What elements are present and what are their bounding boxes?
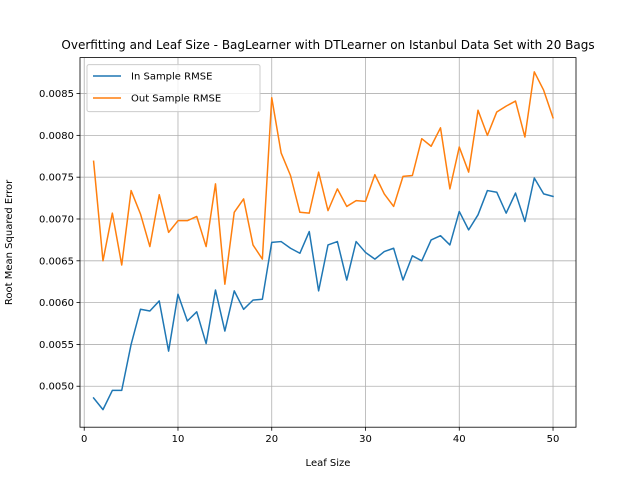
in-sample-rmse-line [92,177,554,411]
x-tick-label: 40 [453,434,466,445]
x-axis-ticks: 0 10 20 30 40 50 [81,427,559,445]
y-tick-label: 0.0085 [39,89,74,100]
x-tick-label: 30 [359,434,372,445]
x-tick-label: 50 [547,434,560,445]
y-axis-ticks: 0.0050 0.0055 0.0060 0.0065 0.0070 0.0075 0.00… [39,89,80,393]
y-tick-label: 0.0065 [39,256,74,267]
x-axis-label: Leaf Size [306,458,351,469]
y-tick-label: 0.0070 [39,214,74,225]
x-tick-label: 0 [81,434,87,445]
series-lines [92,71,554,411]
y-tick-label: 0.0075 [39,173,74,184]
y-tick-label: 0.0080 [39,131,74,142]
legend-box [86,64,261,113]
out-sample-rmse-line [92,71,554,285]
legend-label-out-sample: Out Sample RMSE [131,94,221,105]
plot-area-frame [79,57,577,428]
y-tick-label: 0.0055 [39,340,74,351]
y-tick-label: 0.0060 [39,298,74,309]
legend-label-in-sample: In Sample RMSE [131,72,212,83]
x-tick-label: 10 [172,434,185,445]
y-tick-label: 0.0050 [39,382,74,393]
y-axis-label: Root Mean Squared Error [4,179,15,305]
chart-title: Overfitting and Leaf Size - BagLearner w… [61,38,594,52]
x-tick-label: 20 [265,434,278,445]
legend: In Sample RMSE Out Sample RMSE [86,64,261,113]
